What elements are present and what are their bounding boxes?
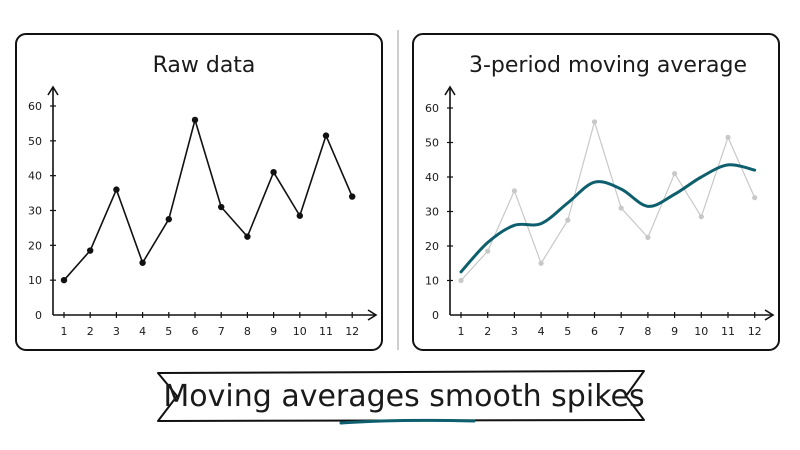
panel-frame-moving-average: [412, 33, 780, 351]
raw-data-faded-line: [460, 121, 756, 281]
y-axis-arrow: [444, 85, 456, 96]
x-tick-label: 7: [218, 325, 225, 338]
raw-data-faded-point: [591, 119, 598, 125]
raw-data-faded-point: [538, 260, 544, 266]
x-tick-label: 5: [165, 325, 172, 338]
x-tick-label: 10: [293, 325, 307, 338]
x-tick-label: 7: [618, 325, 625, 338]
raw-data-faded-point: [645, 234, 651, 240]
y-tick-label: 20: [425, 240, 439, 253]
x-tick-label: 11: [721, 325, 735, 338]
x-tick-label: 6: [192, 325, 199, 338]
y-tick-label: 60: [28, 100, 42, 113]
raw-data-faded-point: [725, 134, 731, 140]
y-tick-label: 50: [425, 137, 439, 150]
raw-data-point: [191, 116, 199, 124]
raw-data-point: [165, 216, 172, 223]
x-tick-label: 3: [511, 325, 518, 338]
x-tick-label: 6: [591, 325, 598, 338]
y-tick-label: 60: [425, 102, 439, 115]
raw-data-faded-point: [698, 214, 704, 220]
raw-data-faded-point: [458, 277, 464, 284]
x-tick-label: 2: [87, 325, 94, 338]
x-tick-label: 1: [61, 325, 68, 338]
y-tick-label: 10: [425, 275, 439, 288]
x-tick-label: 4: [139, 325, 146, 338]
raw-data-faded-point: [511, 188, 517, 194]
y-tick-label: 0: [432, 309, 439, 322]
x-tick-label: 9: [671, 325, 678, 338]
y-axis-arrow: [47, 85, 59, 96]
panel-title-moving-average: 3-period moving average: [469, 53, 747, 78]
y-tick-label: 0: [35, 309, 42, 322]
x-tick-label: 2: [484, 325, 491, 338]
banner-ribbon: [157, 370, 645, 422]
x-tick-label: 10: [694, 325, 708, 338]
raw-data-point: [270, 168, 277, 176]
x-axis-arrow: [367, 309, 378, 321]
raw-data-faded-point: [618, 205, 624, 211]
y-tick-label: 10: [28, 274, 42, 287]
y-tick-label: 40: [425, 171, 439, 184]
raw-data-point: [349, 193, 356, 200]
panel-title-raw: Raw data: [153, 53, 256, 78]
raw-data-point: [113, 186, 120, 193]
y-tick-label: 40: [28, 170, 42, 183]
y-tick-label: 20: [28, 239, 42, 252]
raw-data-line: [63, 119, 353, 281]
panel-frame-raw: [15, 33, 383, 351]
moving-average-line: [459, 163, 757, 274]
raw-data-faded-point: [485, 248, 491, 254]
title-banner: Moving averages smooth spikes: [157, 370, 645, 425]
x-tick-label: 8: [244, 325, 251, 338]
raw-data-point: [139, 259, 146, 266]
raw-data-point: [87, 247, 94, 254]
x-tick-label: 5: [564, 325, 571, 338]
x-tick-label: 12: [345, 325, 359, 338]
raw-data-point: [60, 276, 68, 284]
y-tick-label: 30: [28, 205, 42, 218]
banner-title: Moving averages smooth spikes: [163, 379, 644, 414]
raw-data-point: [244, 233, 251, 240]
x-tick-label: 1: [458, 325, 465, 338]
x-tick-label: 11: [319, 325, 333, 338]
raw-data-point: [218, 203, 225, 211]
y-tick-label: 30: [425, 206, 439, 219]
x-tick-label: 8: [644, 325, 651, 338]
x-tick-label: 3: [113, 325, 120, 338]
banner-underline: [339, 418, 476, 425]
x-tick-label: 12: [748, 325, 762, 338]
x-axis-arrow: [764, 309, 775, 321]
raw-data-point: [296, 212, 303, 219]
x-tick-label: 4: [538, 325, 545, 338]
y-tick-label: 50: [28, 135, 42, 148]
raw-data-point: [322, 132, 330, 139]
x-tick-label: 9: [270, 325, 277, 338]
raw-data-faded-point: [672, 170, 678, 177]
raw-data-faded-point: [565, 217, 571, 223]
raw-data-faded-point: [752, 195, 758, 201]
